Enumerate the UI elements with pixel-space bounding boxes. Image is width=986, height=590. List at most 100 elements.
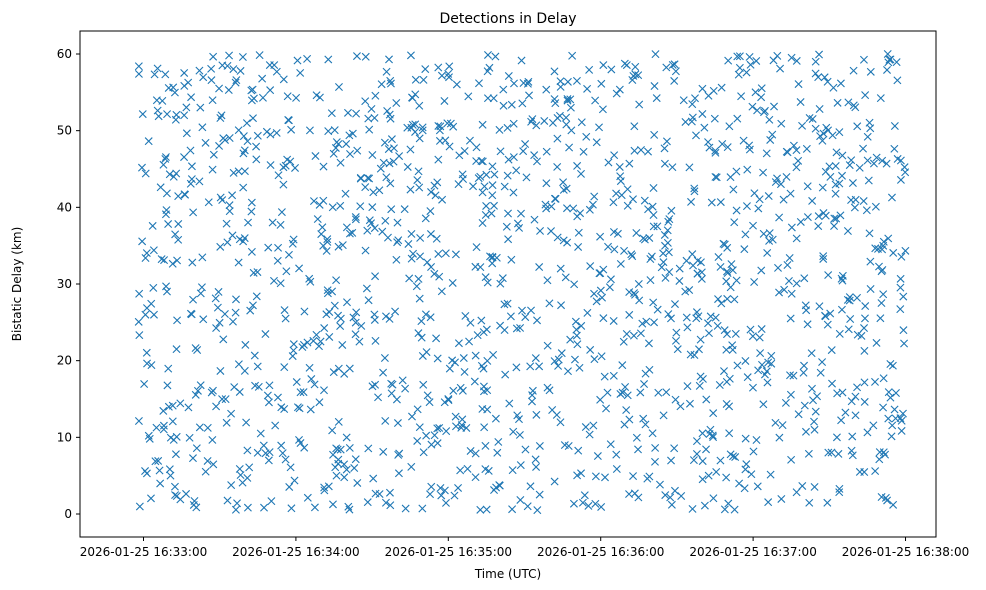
data-point (295, 435, 304, 444)
data-point (280, 405, 289, 414)
data-point (682, 313, 691, 322)
data-point (500, 326, 509, 335)
data-point (161, 70, 170, 79)
data-point (759, 400, 768, 409)
data-point (597, 352, 606, 361)
data-point (228, 191, 237, 200)
data-point (162, 189, 171, 198)
data-point (279, 180, 288, 189)
data-point (762, 367, 771, 376)
data-point (512, 324, 521, 333)
data-point (712, 467, 721, 476)
data-point (667, 500, 676, 509)
data-point (819, 252, 828, 261)
data-point (310, 503, 319, 512)
data-point (651, 457, 659, 466)
data-point (811, 69, 820, 78)
data-point (760, 108, 768, 117)
data-point (830, 214, 839, 223)
data-point (338, 340, 347, 349)
data-point (330, 301, 339, 310)
data-point (568, 51, 577, 60)
data-point (478, 404, 487, 413)
data-point (469, 182, 478, 191)
data-point (363, 226, 372, 235)
data-point (320, 324, 329, 333)
data-point (722, 399, 731, 408)
data-point (689, 456, 698, 465)
data-point (578, 498, 587, 507)
data-point (512, 363, 521, 372)
data-point (566, 103, 575, 112)
data-point (303, 54, 312, 63)
data-point (345, 505, 354, 514)
data-point (176, 399, 185, 408)
data-point (417, 333, 426, 342)
data-point (696, 258, 705, 267)
data-point (229, 65, 238, 74)
data-point (586, 262, 595, 271)
data-point (163, 287, 171, 296)
data-point (161, 154, 170, 163)
data-point (679, 96, 688, 105)
data-point (675, 264, 684, 273)
data-point (380, 354, 389, 362)
data-point (277, 441, 286, 450)
data-point (707, 198, 716, 207)
data-point (218, 395, 227, 404)
data-point (317, 230, 326, 239)
data-point (180, 111, 189, 120)
data-point (493, 448, 502, 457)
data-point (155, 466, 164, 475)
data-point (407, 93, 416, 102)
y-axis-ticks: 0 10 20 30 40 50 60 (57, 47, 80, 521)
data-point (847, 156, 856, 165)
data-point (698, 374, 707, 383)
data-point (374, 393, 383, 402)
data-point (730, 505, 739, 514)
data-point (186, 146, 195, 155)
data-point (671, 395, 680, 404)
data-point (621, 383, 630, 391)
data-point (601, 473, 610, 482)
data-point (556, 418, 565, 427)
data-point (291, 163, 300, 172)
data-point (841, 408, 850, 417)
data-point (382, 67, 391, 76)
data-point (700, 123, 709, 132)
data-point (368, 151, 377, 159)
data-point (340, 473, 349, 482)
data-point (303, 338, 312, 347)
x-tick-label: 2026-01-25 16:36:00 (537, 545, 664, 559)
data-point (766, 135, 775, 144)
data-point (742, 68, 751, 77)
data-point (824, 271, 833, 280)
y-axis-label: Bistatic Delay (km) (10, 227, 24, 342)
data-point (617, 191, 626, 200)
data-point (763, 378, 772, 387)
data-point (796, 217, 805, 226)
data-point (407, 254, 416, 263)
data-point (723, 330, 731, 339)
data-point (171, 115, 180, 124)
data-point (310, 380, 319, 389)
data-point (170, 88, 179, 97)
data-point (591, 499, 600, 508)
data-point (290, 476, 299, 485)
data-point (887, 432, 896, 441)
data-point (595, 123, 604, 132)
data-point (187, 175, 196, 184)
data-point (725, 374, 734, 383)
data-point (535, 263, 544, 272)
data-point (618, 388, 627, 397)
data-point (191, 390, 200, 399)
data-point (629, 195, 637, 204)
data-point (324, 127, 333, 136)
data-point (875, 455, 884, 464)
data-point (149, 246, 158, 255)
data-point (531, 455, 540, 464)
data-point (408, 120, 417, 129)
data-point (471, 449, 480, 458)
data-point (733, 52, 742, 61)
data-point (253, 448, 262, 457)
